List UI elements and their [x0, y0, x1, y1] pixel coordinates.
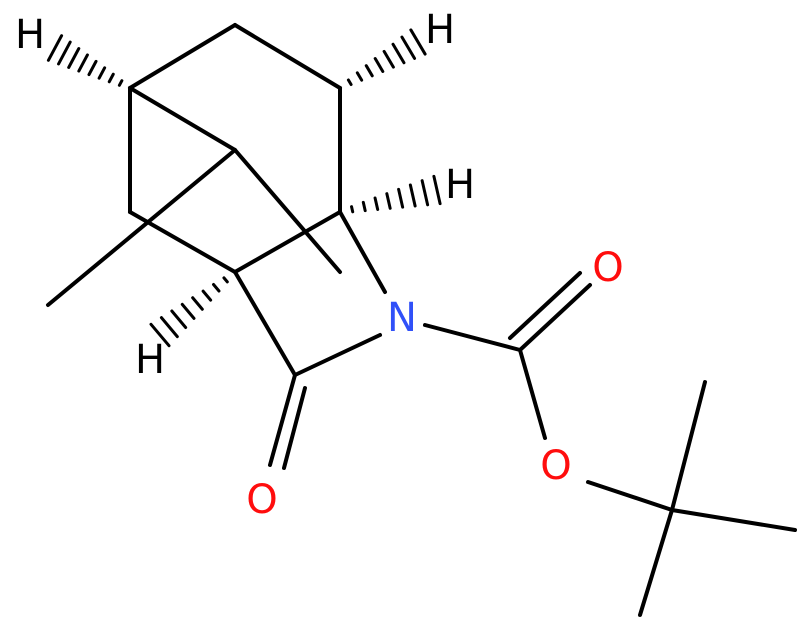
- hash: [420, 179, 430, 207]
- hash: [107, 72, 115, 84]
- atom-label: H: [15, 12, 45, 58]
- hashed-wedges: [46, 28, 442, 348]
- bond: [423, 323, 522, 352]
- bond: [268, 373, 297, 467]
- atom-label: O: [540, 443, 571, 489]
- bond: [508, 271, 582, 340]
- hash: [385, 192, 392, 210]
- hash: [57, 40, 72, 66]
- hash: [201, 289, 213, 302]
- bond: [282, 386, 307, 470]
- hash: [159, 316, 179, 339]
- bonds: [46, 23, 797, 617]
- hash: [149, 322, 171, 348]
- hash: [77, 53, 89, 73]
- atom-label: H: [425, 7, 455, 53]
- hash: [350, 205, 355, 214]
- hash: [222, 276, 229, 284]
- bond: [233, 23, 342, 90]
- atom-label: H: [135, 337, 165, 383]
- hash: [191, 296, 204, 311]
- bond: [638, 508, 674, 617]
- hash: [180, 302, 196, 320]
- hash: [212, 282, 221, 293]
- atom-label: H: [445, 162, 475, 208]
- bond: [233, 148, 342, 274]
- hash: [400, 35, 417, 60]
- bond: [670, 508, 797, 532]
- hash: [391, 42, 406, 65]
- bond: [586, 480, 674, 512]
- bond: [128, 86, 237, 152]
- hash: [373, 196, 380, 211]
- hash: [361, 200, 367, 213]
- bond: [670, 380, 707, 512]
- hash: [46, 34, 64, 62]
- hash: [397, 187, 405, 209]
- hash: [432, 174, 442, 206]
- hash: [87, 59, 98, 77]
- bond: [128, 23, 237, 90]
- atom-label: O: [246, 477, 277, 523]
- bond: [338, 210, 387, 294]
- hash: [67, 47, 81, 69]
- bond: [293, 333, 382, 377]
- hash: [408, 183, 417, 208]
- bond: [518, 348, 547, 440]
- hash: [355, 71, 364, 82]
- hash: [382, 49, 395, 69]
- atom-label: N: [387, 295, 417, 341]
- hash: [346, 78, 353, 87]
- bond: [128, 210, 237, 274]
- bond: [518, 283, 592, 352]
- hash: [97, 66, 107, 80]
- hash: [117, 79, 124, 87]
- bond: [233, 270, 297, 377]
- bond: [46, 148, 237, 307]
- bond: [233, 210, 342, 274]
- hash: [409, 28, 427, 56]
- hash: [373, 57, 385, 73]
- hash: [364, 64, 374, 78]
- atom-label: O: [592, 245, 623, 291]
- hash: [170, 309, 188, 329]
